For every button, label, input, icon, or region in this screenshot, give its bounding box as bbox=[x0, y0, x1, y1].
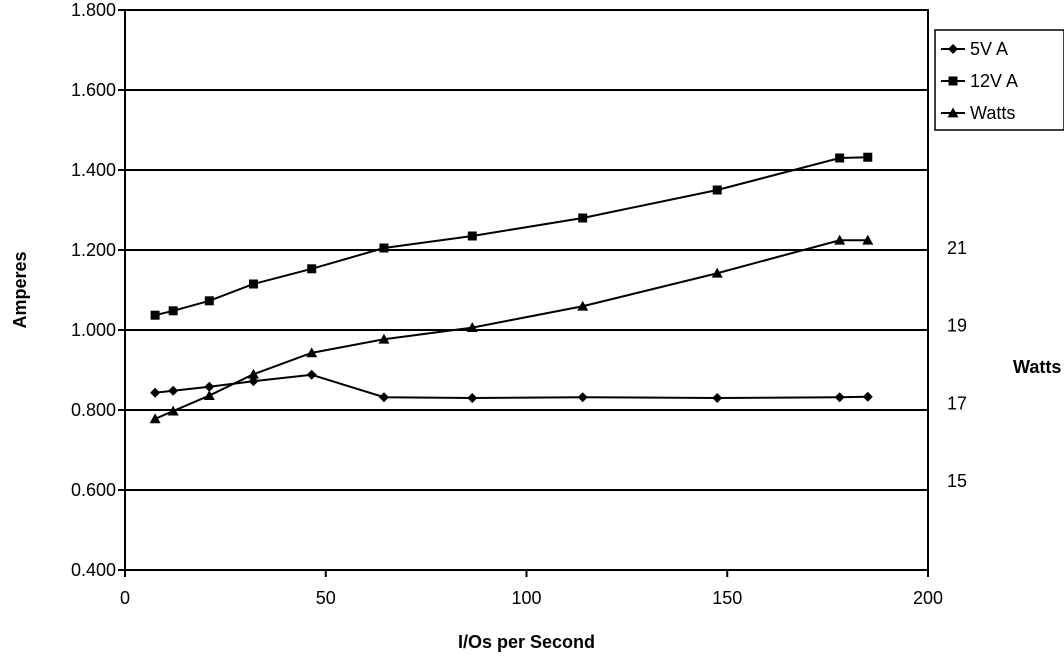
data-point-12v-a bbox=[835, 153, 845, 163]
y-tick-label: 1.000 bbox=[71, 320, 116, 340]
data-point-watts bbox=[834, 234, 846, 245]
data-point-watts bbox=[203, 390, 215, 400]
y-tick-label: 0.800 bbox=[71, 400, 116, 420]
legend-item-5v-a: 5V A bbox=[941, 39, 1008, 59]
legend-label: Watts bbox=[970, 103, 1015, 123]
data-point-12v-a bbox=[168, 306, 178, 316]
y-tick-label: 1.800 bbox=[71, 0, 116, 20]
axes: 0.400 0.600 0.800 1.000 1.200 1.400 1.600 1.800… bbox=[71, 0, 967, 608]
data-point-12v-a bbox=[467, 231, 477, 241]
data-point-watts bbox=[711, 267, 723, 278]
series-12v-a bbox=[150, 152, 873, 320]
data-point-watts bbox=[577, 300, 589, 311]
series-watts bbox=[149, 234, 874, 424]
data-point-5v-a bbox=[168, 385, 179, 396]
data-point-watts bbox=[247, 368, 259, 379]
legend-label: 12V A bbox=[970, 71, 1018, 91]
data-point-5v-a bbox=[306, 369, 317, 380]
series bbox=[149, 152, 874, 424]
gridlines bbox=[125, 89, 928, 491]
data-point-watts bbox=[378, 333, 390, 344]
data-point-12v-a bbox=[863, 152, 873, 162]
data-point-5v-a bbox=[248, 376, 259, 387]
data-point-watts bbox=[466, 322, 478, 333]
legend: 5V A 12V A Watts bbox=[934, 29, 1064, 131]
data-point-5v-a bbox=[150, 387, 161, 398]
x-axis-title: I/Os per Second bbox=[458, 632, 595, 652]
data-point-5v-a bbox=[467, 393, 478, 403]
y2-tick-label: 15 bbox=[947, 471, 967, 491]
x-tick-label: 50 bbox=[316, 588, 336, 608]
y2-tick-label: 21 bbox=[947, 238, 967, 258]
x-tick-label: 100 bbox=[511, 588, 541, 608]
y-tick-label: 0.400 bbox=[71, 560, 116, 580]
legend-item-watts: Watts bbox=[941, 103, 1015, 123]
legend-marker bbox=[948, 76, 958, 86]
y-tick-label: 1.200 bbox=[71, 240, 116, 260]
data-point-12v-a bbox=[307, 264, 317, 274]
data-point-5v-a bbox=[862, 391, 873, 402]
data-point-12v-a bbox=[379, 243, 389, 253]
y-axis-title: Amperes bbox=[10, 251, 30, 328]
legend-marker bbox=[948, 44, 958, 54]
legend-marker bbox=[947, 107, 959, 118]
data-point-12v-a bbox=[248, 279, 258, 289]
data-point-watts bbox=[149, 413, 161, 424]
data-point-12v-a bbox=[712, 185, 722, 195]
data-point-5v-a bbox=[378, 392, 389, 403]
data-point-5v-a bbox=[577, 392, 588, 403]
data-point-12v-a bbox=[578, 213, 588, 223]
data-point-5v-a bbox=[834, 392, 845, 403]
y2-tick-label: 19 bbox=[947, 316, 967, 336]
series-5v-a bbox=[150, 369, 873, 403]
y2-axis-title: Watts bbox=[1013, 357, 1061, 377]
y2-tick-label: 17 bbox=[947, 393, 967, 413]
data-point-5v-a bbox=[712, 393, 723, 403]
data-point-5v-a bbox=[204, 381, 215, 392]
x-tick-label: 200 bbox=[913, 588, 943, 608]
data-point-watts bbox=[862, 234, 874, 245]
x-tick-label: 0 bbox=[120, 588, 130, 608]
data-point-12v-a bbox=[204, 296, 214, 306]
x-tick-label: 150 bbox=[712, 588, 742, 608]
plot-area bbox=[124, 9, 929, 571]
legend-label: 5V A bbox=[970, 39, 1008, 59]
data-point-watts bbox=[167, 405, 179, 416]
data-point-12v-a bbox=[150, 310, 160, 320]
legend-item-12v-a: 12V A bbox=[941, 71, 1018, 91]
data-point-watts bbox=[306, 347, 318, 358]
y-tick-label: 0.600 bbox=[71, 480, 116, 500]
y-tick-label: 1.600 bbox=[71, 80, 116, 100]
y-tick-label: 1.400 bbox=[71, 160, 116, 180]
